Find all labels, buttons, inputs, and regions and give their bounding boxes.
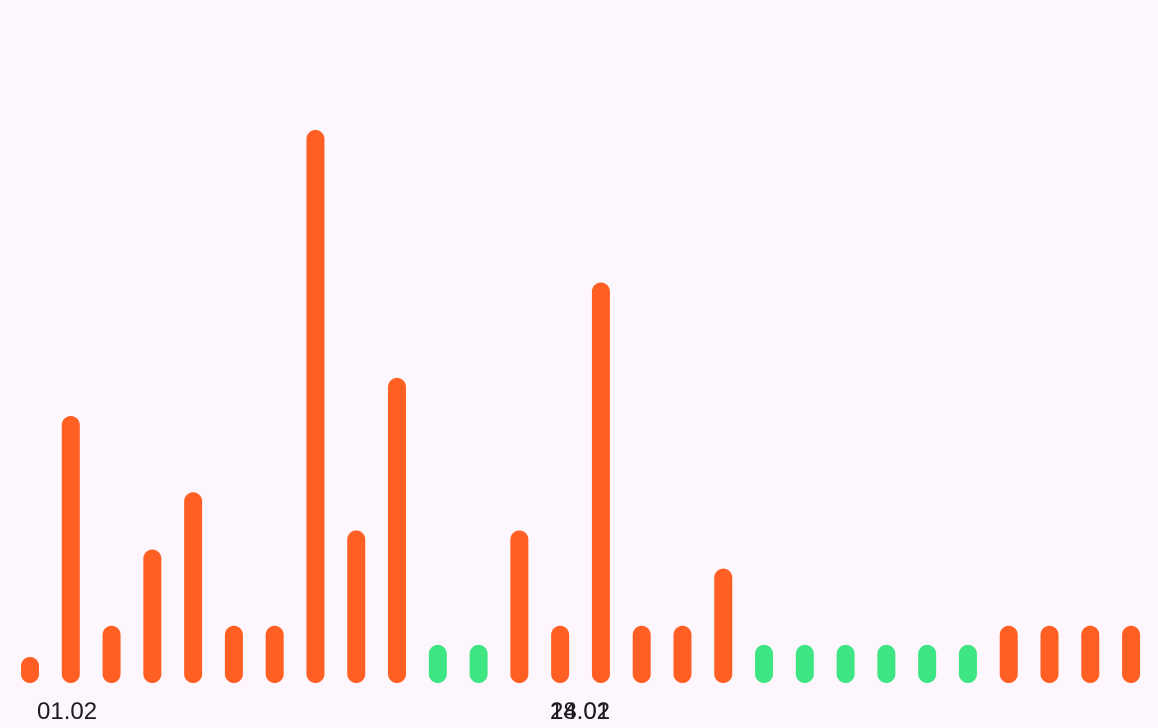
bar-17 [673,625,692,683]
bar-7 [265,625,284,683]
bar-3 [102,625,121,683]
bar-28 [1122,625,1141,683]
bar-13 [510,530,529,683]
bar-15 [591,282,610,683]
bar-26 [1040,625,1059,683]
bar-8 [306,130,325,683]
bar-20 [795,644,814,683]
bar-22 [877,644,896,683]
bar-10 [388,377,407,683]
bar-1 [21,657,39,683]
bar-14 [551,625,570,683]
x-tick-label: 01.02 [37,698,97,725]
bar-6 [224,625,243,683]
bar-18 [714,568,733,683]
bar-2 [61,416,80,683]
bar-4 [143,549,162,683]
bar-25 [999,625,1018,683]
x-tick-label: 14.01 [550,698,610,725]
bar-5 [184,492,203,683]
x-tick-label: 28.02 [550,698,610,725]
bar-11 [428,644,447,683]
bar-19 [755,644,774,683]
bar-9 [347,530,366,683]
bar-23 [918,644,937,683]
bar-24 [958,644,977,683]
bar-21 [836,644,855,683]
bar-16 [632,625,651,683]
bar-12 [469,644,488,683]
bar-27 [1081,625,1100,683]
